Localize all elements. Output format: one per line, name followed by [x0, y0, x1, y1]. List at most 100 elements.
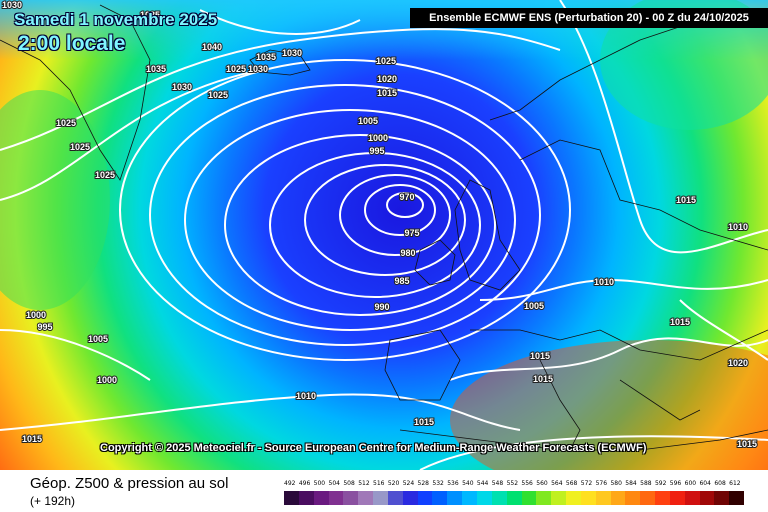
isobar-label: 1010 — [296, 391, 316, 401]
isobar-label: 1015 — [737, 439, 757, 449]
scale-swatch — [595, 491, 611, 505]
isobar-label: 1015 — [533, 374, 553, 384]
isobar-label: 1015 — [670, 317, 690, 327]
isobar-label: 1025 — [376, 56, 396, 66]
isobar-label: 1025 — [56, 118, 76, 128]
scale-swatch — [521, 491, 537, 505]
scale-swatch — [417, 491, 433, 505]
isobar-label: 1030 — [282, 48, 302, 58]
scale-swatch — [625, 491, 641, 505]
scale-swatch — [491, 491, 507, 505]
scale-swatch — [328, 491, 344, 505]
scale-label: 556 — [521, 480, 533, 487]
scale-label: 508 — [343, 480, 355, 487]
isobar-label: 970 — [399, 192, 414, 202]
ne-green-area — [600, 0, 768, 130]
weather-map: 1030 1035 1040 1035 1030 1030 1025 1030 … — [0, 0, 768, 470]
scale-label: 540 — [462, 480, 474, 487]
forecast-time: 2:00 locale — [18, 32, 126, 55]
scale-label: 608 — [714, 480, 726, 487]
scale-swatch — [343, 491, 359, 505]
isobar-labels: 1030 1035 1040 1035 1030 1030 1025 1030 … — [1, 0, 758, 450]
scale-label: 576 — [595, 480, 608, 487]
scale-swatch — [699, 491, 715, 505]
scale-swatch — [476, 491, 492, 505]
scale-swatch — [551, 491, 567, 505]
isobar-label: 1005 — [524, 301, 544, 311]
scale-swatch — [506, 491, 522, 505]
map-title: Géop. Z500 & pression au sol — [30, 475, 229, 492]
scale-label: 584 — [625, 480, 637, 487]
scale-swatch — [373, 491, 388, 505]
isobar-label: 980 — [400, 248, 415, 258]
isobar-label: 990 — [374, 302, 389, 312]
scale-swatch — [566, 491, 581, 505]
isobar-label: 1035 — [146, 64, 166, 74]
scale-swatch — [447, 491, 463, 505]
scale-label: 564 — [551, 480, 563, 487]
scale-swatch — [580, 491, 596, 505]
isobar-label: 1015 — [22, 434, 42, 444]
scale-swatch — [432, 491, 448, 505]
isobar-label: 1020 — [377, 74, 397, 84]
isobar-label: 1015 — [530, 351, 550, 361]
scale-label: 516 — [373, 480, 385, 487]
isobar-label: 1025 — [95, 170, 115, 180]
scale-swatch — [655, 491, 670, 505]
isobar-label: 1040 — [202, 42, 222, 52]
isobar-label: 1000 — [26, 310, 46, 320]
isobar-label: 1005 — [88, 334, 108, 344]
isobars — [0, 0, 768, 470]
scale-label: 552 — [506, 480, 519, 487]
isobar-label: 1020 — [728, 358, 748, 368]
scale-label: 600 — [684, 480, 697, 487]
scale-label: 512 — [358, 480, 370, 487]
isobar-label: 1015 — [414, 417, 434, 427]
isobar-label: 1025 — [208, 90, 228, 100]
isobar-label: 985 — [394, 276, 409, 286]
scale-label: 528 — [417, 480, 429, 487]
isobar-label: 1030 — [172, 82, 192, 92]
isobar-label: 995 — [37, 322, 52, 332]
scale-label: 588 — [640, 480, 652, 487]
scale-swatch — [640, 491, 656, 505]
scale-swatch — [684, 491, 700, 505]
scale-swatch — [358, 491, 374, 505]
color-scale-labels: 492 496 500 504 508 512 516 520 524 528 532 536 540 5… — [282, 480, 744, 490]
isobar-label: 1010 — [594, 277, 614, 287]
scale-label: 548 — [491, 480, 504, 487]
scale-label: 500 — [313, 480, 326, 487]
scale-label: 580 — [610, 480, 622, 487]
isobar-label: 1030 — [2, 0, 22, 10]
isobar-label: 1010 — [728, 222, 748, 232]
scale-label: 496 — [298, 480, 311, 487]
scale-label: 524 — [402, 480, 415, 487]
scale-swatch — [284, 491, 299, 505]
scale-swatch — [714, 491, 730, 505]
isobar-label: 975 — [404, 228, 419, 238]
scale-swatch — [669, 491, 685, 505]
scale-label: 592 — [654, 480, 667, 487]
scale-label: 560 — [536, 480, 548, 487]
forecast-date: Samedi 1 novembre 2025 — [14, 10, 218, 29]
scale-swatch — [729, 491, 745, 505]
scale-swatch — [462, 491, 477, 505]
isobar-label: 1035 — [256, 52, 276, 62]
scale-label: 596 — [669, 480, 682, 487]
scale-label: 536 — [447, 480, 459, 487]
forecast-range: (+ 192h) — [30, 494, 76, 508]
scale-label: 612 — [729, 480, 741, 487]
isobar-label: 1025 — [226, 64, 246, 74]
scale-label: 604 — [699, 480, 711, 487]
scale-swatch — [387, 491, 403, 505]
scale-swatch — [298, 491, 314, 505]
isobar-label: 1015 — [676, 195, 696, 205]
scale-label: 568 — [565, 480, 578, 487]
scale-swatch — [313, 491, 329, 505]
isobar-label: 995 — [369, 146, 384, 156]
isobar-label: 1000 — [368, 133, 388, 143]
isobar-label: 1035 — [140, 10, 160, 20]
copyright-notice: Copyright © 2025 Meteociel.fr - Source E… — [100, 442, 647, 454]
isobar-label: 1015 — [377, 88, 397, 98]
isobar-label: 1025 — [70, 142, 90, 152]
